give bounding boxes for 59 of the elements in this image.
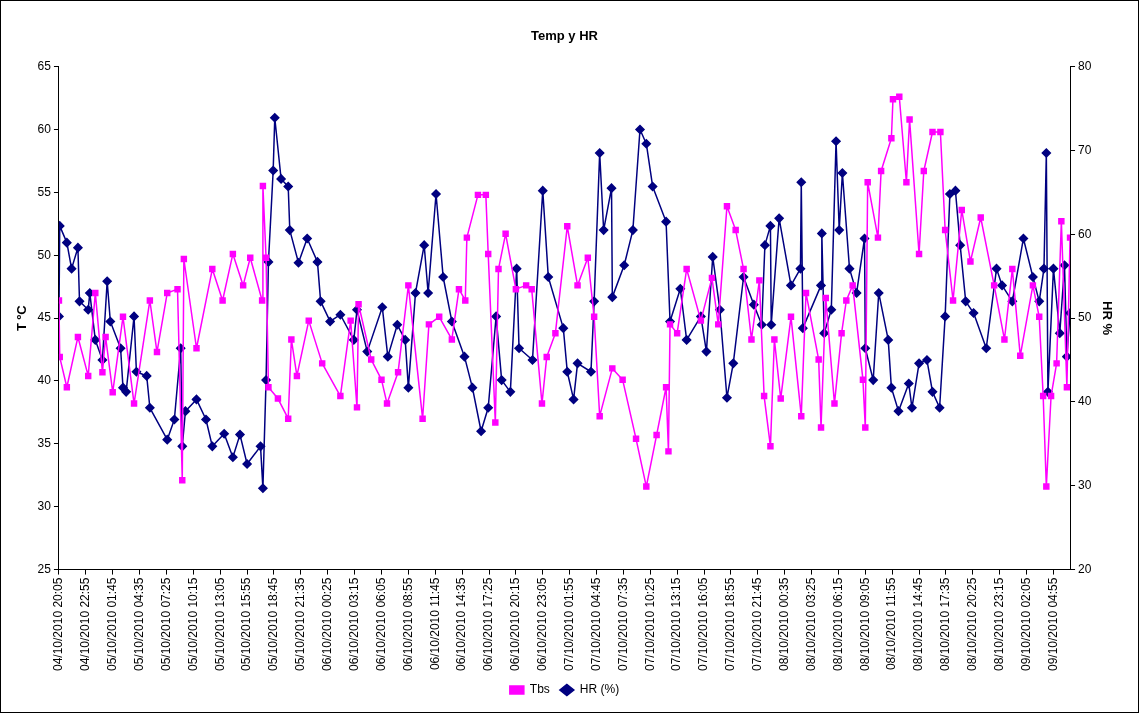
y2-tick-label: 70 (1078, 142, 1092, 157)
x-tick-label: 07/10/2010 01:55 (561, 577, 576, 671)
y-axis-title: T ºC (14, 304, 30, 331)
x-tick-label: 07/10/2010 18:55 (723, 577, 738, 671)
x-tick-label: 05/10/2010 01:45 (105, 577, 120, 671)
x-tick-label: 07/10/2010 16:05 (696, 577, 711, 671)
y-tick-label: 45 (37, 310, 52, 325)
y-tick-label: 50 (37, 247, 52, 262)
y2-tick-label: 20 (1078, 561, 1092, 576)
y2-tick-label: 60 (1078, 226, 1092, 241)
x-tick-label: 08/10/2010 00:35 (776, 577, 791, 671)
y-tick-label: 55 (37, 184, 52, 199)
x-tick-label: 09/10/2010 04:55 (1045, 577, 1060, 671)
y-tick-label: 30 (37, 499, 52, 514)
x-tick-label: 09/10/2010 02:05 (1018, 577, 1033, 671)
x-tick-label: 07/10/2010 10:25 (642, 577, 657, 671)
x-tick-label: 08/10/2010 11:55 (884, 577, 899, 671)
y-tick-label: 25 (37, 561, 52, 576)
x-tick-label: 06/10/2010 00:25 (320, 577, 335, 671)
y-tick-label: 40 (37, 373, 52, 388)
x-tick-label: 06/10/2010 06:05 (373, 577, 388, 671)
legend-label: HR (%) (579, 682, 620, 697)
y2-tick-label: 30 (1078, 478, 1092, 493)
x-tick-label: 08/10/2010 03:25 (803, 577, 818, 671)
x-tick-label: 04/10/2010 20:05 (51, 577, 66, 671)
x-tick-label: 06/10/2010 17:25 (481, 577, 496, 671)
x-tick-label: 08/10/2010 09:05 (857, 577, 872, 671)
x-tick-label: 05/10/2010 10:15 (185, 577, 200, 671)
x-tick-label: 07/10/2010 07:35 (615, 577, 630, 671)
x-tick-label: 05/10/2010 15:55 (239, 577, 254, 671)
x-tick-label: 08/10/2010 23:15 (992, 577, 1007, 671)
legend-label: Tbs (529, 682, 550, 697)
y-tick-label: 60 (37, 121, 52, 136)
x-tick-label: 06/10/2010 23:05 (535, 577, 550, 671)
y-tick-label: 65 (37, 58, 52, 73)
x-tick-label: 07/10/2010 13:15 (669, 577, 684, 671)
y2-axis-title: HR % (1099, 301, 1115, 336)
x-tick-label: 05/10/2010 07:25 (158, 577, 173, 671)
x-tick-label: 07/10/2010 04:45 (588, 577, 603, 671)
x-tick-label: 06/10/2010 08:55 (400, 577, 415, 671)
x-tick-label: 08/10/2010 14:45 (911, 577, 926, 671)
x-tick-label: 08/10/2010 17:35 (938, 577, 953, 671)
y2-tick-label: 40 (1078, 394, 1092, 409)
x-tick-label: 08/10/2010 06:15 (830, 577, 845, 671)
x-tick-label: 06/10/2010 03:15 (346, 577, 361, 671)
x-tick-label: 06/10/2010 20:15 (508, 577, 523, 671)
x-tick-label: 04/10/2010 22:55 (78, 577, 93, 671)
x-tick-label: 06/10/2010 14:35 (454, 577, 469, 671)
x-tick-label: 05/10/2010 13:05 (212, 577, 227, 671)
x-tick-label: 08/10/2010 20:25 (965, 577, 980, 671)
x-tick-label: 05/10/2010 04:35 (131, 577, 146, 671)
x-tick-label: 07/10/2010 21:45 (750, 577, 765, 671)
x-tick-label: 05/10/2010 18:45 (266, 577, 281, 671)
x-tick-label: 06/10/2010 11:45 (427, 577, 442, 671)
x-tick-label: 05/10/2010 21:35 (293, 577, 308, 671)
y2-tick-label: 50 (1078, 310, 1092, 325)
chart-title: Temp y HR (531, 28, 599, 44)
y2-tick-label: 80 (1078, 58, 1092, 73)
y-tick-label: 35 (37, 436, 52, 451)
